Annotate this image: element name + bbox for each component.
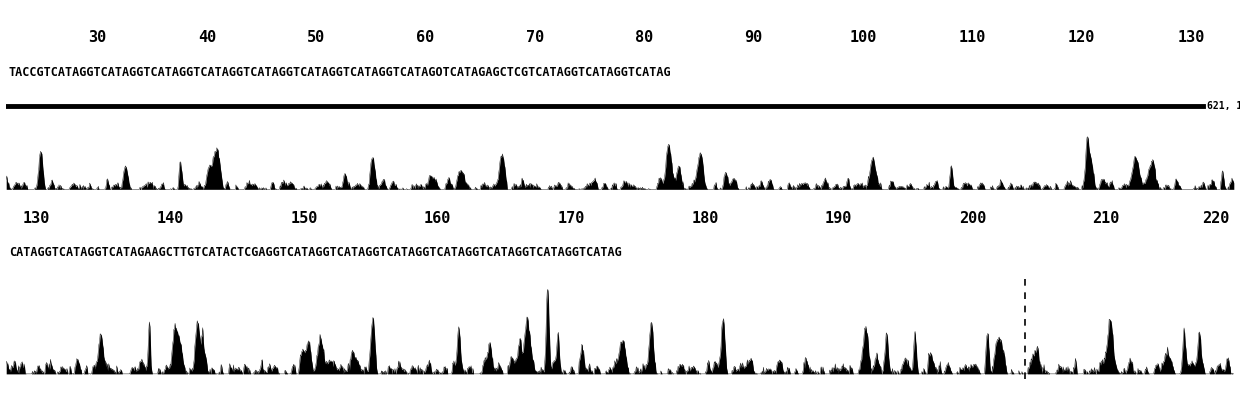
Text: 130: 130 [24, 211, 51, 226]
Text: TACCGTCATAGGTCATAGGTCATAGGTCATAGGTCATAGGTCATAGGTCATAGGTCATAGOTCATAGAGCTCGTCATAGG: TACCGTCATAGGTCATAGGTCATAGGTCATAGGTCATAGG… [9, 66, 671, 79]
Text: 50: 50 [308, 30, 325, 45]
Text: 180: 180 [692, 211, 719, 226]
Text: 120: 120 [1068, 30, 1095, 45]
Text: 621, 1265 130: 621, 1265 130 [1207, 101, 1240, 111]
Text: 100: 100 [849, 30, 877, 45]
Text: 160: 160 [424, 211, 451, 226]
Text: 30: 30 [88, 30, 107, 45]
Text: CATAGGTCATAGGTCATAGAAGCTTGTCATACTCGAGGTCATAGGTCATAGGTCATAGGTCATAGGTCATAGGTCATAGG: CATAGGTCATAGGTCATAGAAGCTTGTCATACTCGAGGTC… [9, 246, 621, 259]
Text: 170: 170 [558, 211, 585, 226]
Text: 130: 130 [1178, 30, 1205, 45]
Text: 210: 210 [1092, 211, 1120, 226]
Text: 190: 190 [825, 211, 852, 226]
Text: 90: 90 [744, 30, 763, 45]
Text: 150: 150 [290, 211, 317, 226]
Text: 60: 60 [417, 30, 435, 45]
Text: 200: 200 [959, 211, 986, 226]
Text: 80: 80 [635, 30, 653, 45]
Text: 220: 220 [1202, 211, 1229, 226]
Text: 70: 70 [526, 30, 544, 45]
Text: 110: 110 [959, 30, 986, 45]
Text: 40: 40 [197, 30, 216, 45]
Text: 140: 140 [156, 211, 184, 226]
